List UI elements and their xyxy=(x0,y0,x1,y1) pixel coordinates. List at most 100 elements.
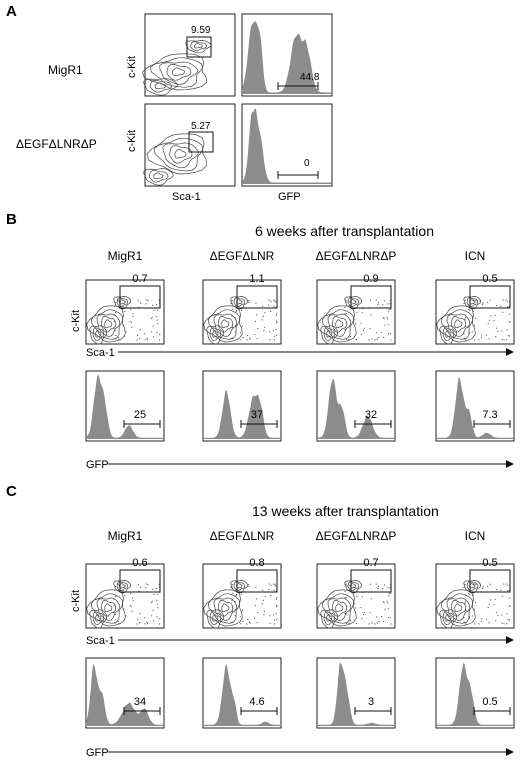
contour-line xyxy=(89,609,108,629)
gfp-value: 7.3 xyxy=(482,409,497,421)
event-dot xyxy=(143,333,146,335)
event-dot xyxy=(156,616,158,618)
event-dot xyxy=(139,338,141,340)
event-dot xyxy=(488,622,490,624)
gfp-value: 4.6 xyxy=(249,696,264,708)
event-dot xyxy=(482,587,484,590)
event-dot xyxy=(246,623,248,625)
event-dot xyxy=(140,586,142,588)
event-dot xyxy=(254,320,256,322)
event-dot xyxy=(275,328,277,331)
event-dot xyxy=(236,309,238,312)
event-dot xyxy=(375,583,377,585)
contour-line xyxy=(439,325,458,345)
event-dot xyxy=(156,599,158,601)
event-dot xyxy=(464,602,466,604)
contour-line xyxy=(331,600,348,617)
event-dot xyxy=(132,315,134,317)
event-dot xyxy=(257,328,259,330)
event-dot xyxy=(355,339,357,341)
event-dot xyxy=(125,615,127,617)
event-dot xyxy=(130,605,132,608)
gate-box xyxy=(186,36,212,58)
event-dot xyxy=(274,585,276,587)
event-dot xyxy=(114,330,116,332)
event-dot xyxy=(465,623,467,625)
event-dot xyxy=(272,614,274,616)
event-dot xyxy=(152,609,154,611)
contour-line xyxy=(149,57,203,88)
event-dot xyxy=(273,339,275,341)
event-dot xyxy=(371,622,373,624)
event-dot xyxy=(242,620,244,623)
event-dot xyxy=(464,316,466,318)
contour-line xyxy=(446,597,471,621)
event-dot xyxy=(249,622,251,624)
event-dot xyxy=(248,301,250,303)
contour-line xyxy=(203,589,243,627)
plot-frame xyxy=(144,13,236,97)
event-dot xyxy=(387,602,389,604)
contour-line xyxy=(206,609,225,629)
plot-frame xyxy=(316,563,396,629)
event-dot xyxy=(382,588,384,590)
event-dot xyxy=(113,604,115,606)
event-dot xyxy=(262,315,264,317)
contour-line xyxy=(442,611,455,626)
event-dot xyxy=(509,605,511,607)
gfp-value: 44.8 xyxy=(300,72,320,83)
event-dot xyxy=(276,334,278,336)
event-dot xyxy=(473,608,475,610)
event-dot xyxy=(155,304,157,306)
event-dot xyxy=(256,622,258,624)
contour-plot: 0.6 xyxy=(85,557,165,629)
event-dot xyxy=(274,619,276,621)
contour-line xyxy=(440,309,474,340)
gate-value: 0.7 xyxy=(363,557,378,569)
contour-line xyxy=(207,309,241,340)
event-dot xyxy=(153,336,155,338)
event-dot xyxy=(272,330,274,332)
contour-line xyxy=(143,78,178,96)
column-label: ΔEGFΔLNRΔP xyxy=(316,249,397,263)
panel-c-xlabel-contour: Sca-1 xyxy=(86,635,115,647)
event-dot xyxy=(368,339,370,341)
event-dot xyxy=(137,618,139,621)
event-dot xyxy=(495,620,497,622)
event-dot xyxy=(157,323,159,325)
contour-line xyxy=(331,316,348,333)
event-dot xyxy=(481,618,483,620)
event-dot xyxy=(501,622,503,625)
event-dot xyxy=(377,585,380,588)
event-dot xyxy=(475,584,477,586)
event-dot xyxy=(388,592,390,595)
histogram-area xyxy=(436,377,514,439)
event-dot xyxy=(274,584,276,586)
event-dot xyxy=(502,299,504,301)
column-label: ΔEGFΔLNRΔP xyxy=(316,529,397,543)
event-dot xyxy=(132,599,134,601)
contour-plot: 0.5 xyxy=(435,557,515,629)
event-dot xyxy=(239,616,241,618)
panel-c-title: 13 weeks after transplantation xyxy=(252,503,439,519)
event-dot xyxy=(115,312,117,314)
contour-line xyxy=(148,170,169,183)
event-dot xyxy=(488,338,490,340)
contour-line xyxy=(113,296,132,310)
contour-line xyxy=(92,327,105,342)
event-dot xyxy=(390,308,392,310)
gate-value: 9.59 xyxy=(191,25,211,36)
event-dot xyxy=(475,300,477,302)
contour-line xyxy=(335,319,344,329)
event-dot xyxy=(255,598,258,600)
plot-frame xyxy=(316,370,396,442)
event-dot xyxy=(157,309,159,311)
event-dot xyxy=(268,588,270,590)
panel-c-grid: MigR1 0.6 34 ΔEGFΔLNR 0.8 4.6 ΔEGFΔLNRΔP 0.7 3 IC… xyxy=(85,529,515,729)
event-dot xyxy=(474,601,477,604)
event-dot xyxy=(508,619,511,621)
plot-frame xyxy=(316,657,396,729)
event-dot xyxy=(232,592,234,594)
event-dot xyxy=(132,597,134,599)
event-dot xyxy=(464,583,466,586)
